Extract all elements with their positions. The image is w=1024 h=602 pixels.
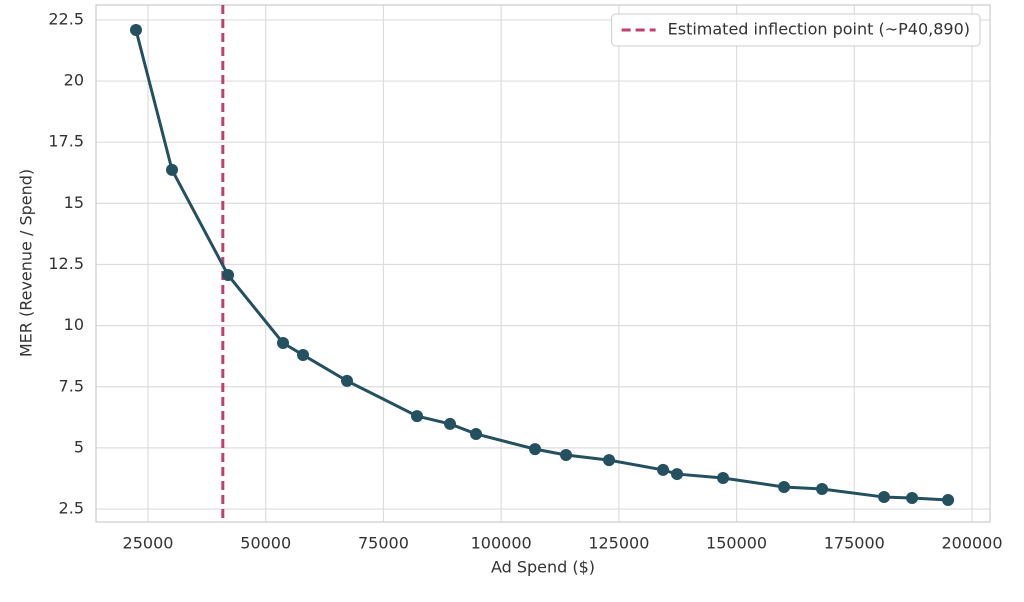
- x-tick-label: 175000: [824, 534, 885, 553]
- y-tick-label: 22.5: [48, 9, 84, 28]
- data-point: [778, 481, 791, 494]
- y-tick-label: 10: [64, 315, 84, 334]
- data-point: [560, 448, 573, 461]
- y-tick-label: 15: [64, 193, 84, 212]
- data-point: [942, 493, 955, 506]
- y-tick-label: 5: [74, 437, 84, 456]
- y-tick-label: 20: [64, 71, 84, 90]
- y-tick-label: 12.5: [48, 254, 84, 273]
- data-point: [603, 454, 616, 467]
- legend: Estimated inflection point (~P40,890): [611, 13, 981, 47]
- legend-box: [611, 13, 981, 47]
- data-point: [166, 163, 179, 176]
- x-tick-label: 125000: [588, 534, 649, 553]
- data-point: [671, 468, 684, 481]
- data-point: [816, 482, 829, 495]
- data-point: [529, 443, 542, 456]
- data-point: [470, 427, 483, 440]
- data-point: [277, 336, 290, 349]
- x-axis-label: Ad Spend ($): [491, 558, 595, 577]
- x-tick-label: 75000: [358, 534, 409, 553]
- data-point: [717, 471, 730, 484]
- y-axis-label: MER (Revenue / Spend): [17, 169, 36, 357]
- x-tick-label: 100000: [471, 534, 532, 553]
- data-point: [130, 23, 143, 36]
- data-point: [906, 492, 919, 505]
- data-point: [222, 268, 235, 281]
- grid: [96, 5, 990, 522]
- data-point: [341, 374, 354, 387]
- legend-label: Estimated inflection point (~P40,890): [668, 20, 970, 39]
- y-tick-label: 7.5: [59, 376, 84, 395]
- data-point: [444, 417, 457, 430]
- data-point: [411, 410, 424, 423]
- plot-frame: [95, 4, 991, 523]
- data-point: [297, 348, 310, 361]
- data-point: [657, 463, 670, 476]
- x-tick-label: 150000: [706, 534, 767, 553]
- x-tick-label: 50000: [240, 534, 291, 553]
- y-tick-label: 2.5: [59, 499, 84, 518]
- y-tick-label: 17.5: [48, 132, 84, 151]
- x-tick-label: 25000: [123, 534, 174, 553]
- data-point: [878, 491, 891, 504]
- x-tick-label: 200000: [941, 534, 1002, 553]
